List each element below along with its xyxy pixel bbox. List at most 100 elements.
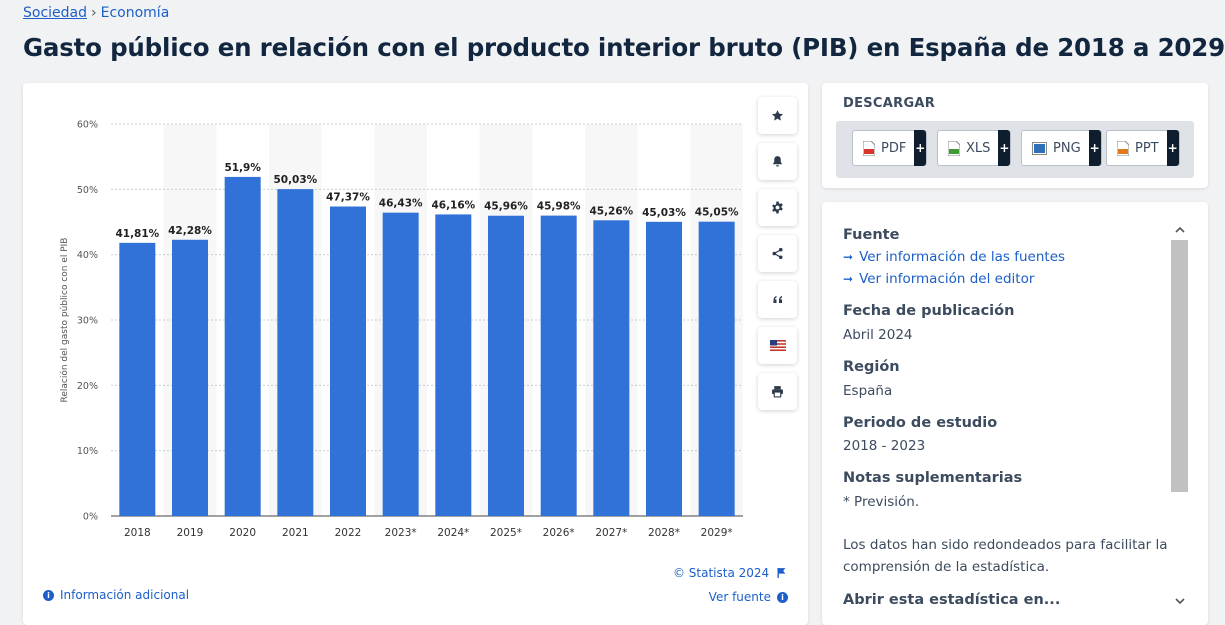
statistic-details-card: Fuente ➞ Ver información de las fuentes ➞… [822, 202, 1208, 625]
language-button[interactable] [758, 327, 797, 364]
notes-heading: Notas suplementarias [843, 470, 1023, 486]
data-label: 47,37% [326, 192, 370, 204]
chevron-up-icon [1174, 226, 1185, 233]
x-tick-label: 2019 [177, 527, 204, 539]
scroll-up-button[interactable] [1171, 221, 1188, 238]
breadcrumb-link-sociedad[interactable]: Sociedad [23, 5, 88, 21]
favorite-button[interactable] [758, 97, 797, 134]
view-source-label: Ver fuente [708, 590, 771, 604]
x-tick-label: 2023* [385, 527, 417, 539]
x-tick-label: 2018 [124, 527, 151, 539]
bar-2022 [330, 206, 366, 516]
bar-2023 [382, 212, 419, 516]
info-icon: i [43, 589, 54, 601]
bar-2021 [277, 189, 314, 516]
share-button[interactable] [758, 235, 797, 272]
bar-2024 [435, 214, 472, 516]
bar-2019 [172, 239, 208, 516]
x-tick-label: 2028* [648, 527, 680, 539]
download-xls-label: XLS [966, 140, 991, 156]
x-tick-label: 2024* [437, 527, 469, 539]
plus-icon: + [998, 130, 1011, 166]
breadcrumb: Sociedad › Economía [23, 5, 169, 21]
open-statistic-heading[interactable]: Abrir esta estadística en... [843, 592, 1061, 608]
publisher-info-link[interactable]: ➞ Ver información del editor [843, 271, 1034, 287]
arrow-right-icon: ➞ [843, 272, 854, 286]
chevron-down-icon [1174, 598, 1185, 605]
notification-button[interactable] [758, 143, 797, 180]
notes-forecast: * Previsión. [843, 494, 920, 510]
quote-icon [773, 295, 782, 303]
scroll-down-button[interactable] [1171, 593, 1188, 610]
bar-2026 [540, 215, 577, 516]
x-tick-label: 2029* [701, 527, 733, 539]
data-label: 51,9% [224, 162, 261, 174]
source-heading: Fuente [843, 227, 900, 243]
page-title: Gasto público en relación con el product… [23, 33, 1225, 62]
info-icon: i [777, 591, 788, 603]
xls-file-icon [948, 140, 960, 156]
settings-button[interactable] [758, 189, 797, 226]
download-ppt-label: PPT [1135, 140, 1159, 156]
star-icon [771, 110, 784, 121]
x-tick-label: 2027* [595, 527, 627, 539]
notes-rounding-line1: Los datos han sido redondeados para faci… [843, 537, 1168, 553]
additional-info-label: Información adicional [60, 588, 190, 602]
y-tick-label: 50% [77, 185, 98, 196]
publication-date-value: Abril 2024 [843, 327, 913, 343]
pdf-file-icon [863, 140, 875, 156]
download-png-button[interactable]: PNG + [1021, 130, 1102, 166]
region-heading: Región [843, 359, 900, 375]
download-pdf-label: PDF [881, 140, 907, 156]
x-tick-label: 2021 [282, 527, 309, 539]
download-png-label: PNG [1053, 140, 1081, 156]
statista-copyright[interactable]: © Statista 2024 [673, 566, 786, 580]
source-info-link[interactable]: ➞ Ver información de las fuentes [843, 249, 1065, 265]
bar-2029 [698, 221, 735, 516]
print-button[interactable] [758, 373, 797, 410]
bar-2025 [488, 215, 524, 516]
data-label: 41,81% [115, 228, 159, 240]
y-tick-label: 40% [77, 250, 98, 261]
flag-icon [769, 340, 786, 351]
data-label: 45,96% [484, 201, 528, 213]
download-ppt-button[interactable]: PPT + [1106, 130, 1180, 166]
chart-toolbar [758, 97, 797, 419]
bell-icon [773, 156, 782, 167]
x-tick-label: 2020 [229, 527, 256, 539]
copyright-text: © Statista 2024 [672, 566, 770, 580]
y-axis-label: Relación del gasto público con el PIB [59, 238, 70, 403]
cite-button[interactable] [758, 281, 797, 318]
y-tick-label: 60% [77, 120, 98, 131]
breadcrumb-link-economia[interactable]: Economía [100, 5, 170, 21]
download-pdf-button[interactable]: PDF + [852, 130, 928, 166]
x-tick-label: 2022 [335, 527, 362, 539]
plus-icon: + [1166, 130, 1179, 166]
data-label: 50,03% [273, 174, 317, 186]
details-scrollbar[interactable] [1171, 221, 1188, 610]
notes-rounding-line2: comprensión de la estadística. [843, 559, 1050, 575]
x-tick-label: 2026* [543, 527, 575, 539]
data-label: 46,43% [379, 198, 423, 210]
data-label: 45,26% [589, 205, 633, 217]
additional-info-link[interactable]: i Información adicional [43, 588, 189, 602]
data-label: 45,03% [642, 207, 686, 219]
data-label: 42,28% [168, 225, 212, 237]
view-source-link[interactable]: Ver fuente i [709, 590, 788, 604]
y-tick-label: 10% [77, 446, 98, 457]
share-icon [772, 247, 783, 260]
download-bar: PDF + XLS + PNG + PPT + [836, 121, 1194, 178]
source-info-label: Ver información de las fuentes [859, 249, 1066, 265]
scrollbar-thumb[interactable] [1171, 240, 1188, 492]
bar-2020 [224, 176, 261, 517]
arrow-right-icon: ➞ [843, 250, 854, 264]
plus-icon: + [1088, 130, 1101, 166]
bar-chart: 0% 10% 20% 30% 40% 50% 60% Relación del gasto p… [59, 120, 743, 539]
chart-card: 0% 10% 20% 30% 40% 50% 60% Relación del gasto p… [23, 83, 808, 625]
download-xls-button[interactable]: XLS + [937, 130, 1012, 166]
region-value: España [843, 383, 893, 399]
bar-2028 [646, 221, 682, 516]
bar-2027 [593, 220, 630, 516]
x-tick-label: 2025* [490, 527, 522, 539]
gear-icon [772, 201, 783, 214]
